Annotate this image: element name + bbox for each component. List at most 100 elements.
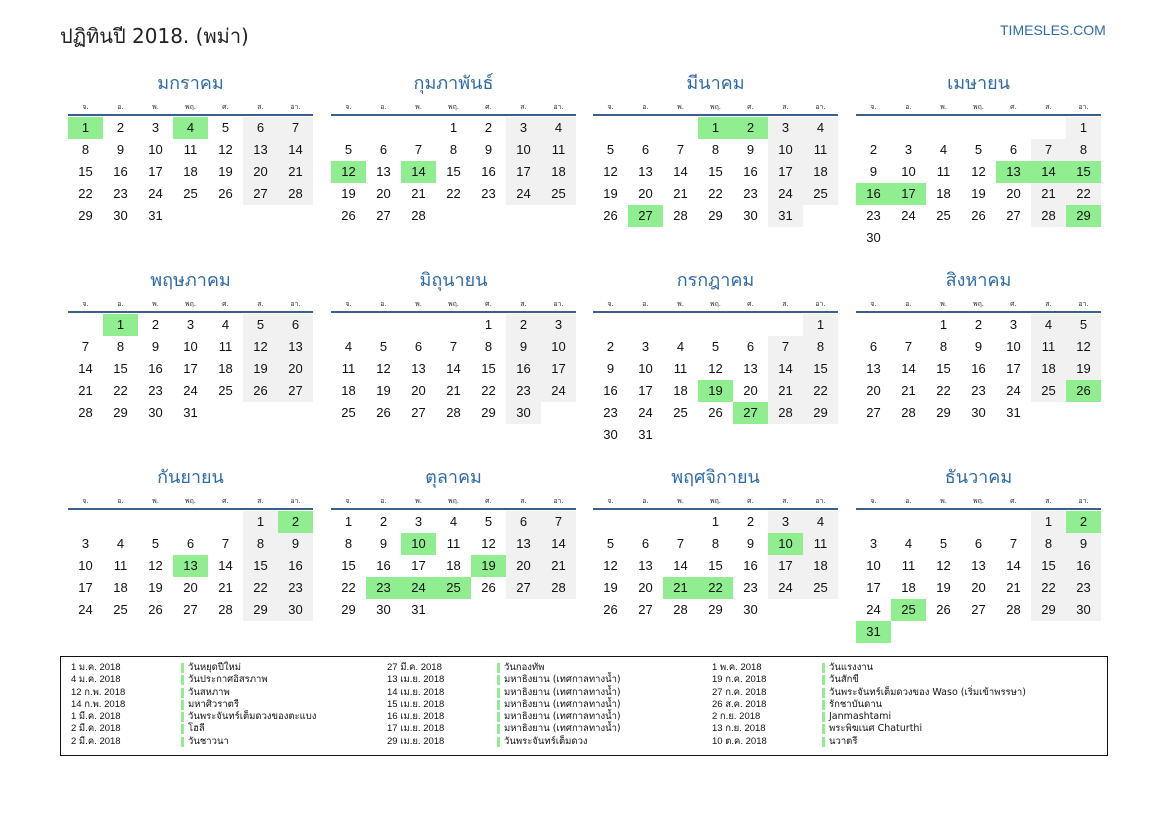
weekday-label: ศ.: [747, 103, 754, 111]
day-cell: 14: [278, 139, 313, 161]
holiday-day-cell: 25: [891, 599, 926, 621]
day-cell: 22: [243, 577, 278, 599]
weekday-label: อ.: [642, 103, 649, 111]
weekday-label: จ.: [607, 497, 614, 505]
month-name: พฤศจิกายน: [671, 467, 760, 488]
day-cell: 4: [541, 117, 576, 139]
day-cell: 16: [603, 383, 618, 398]
holiday-row: 29 เม.ย. 2018 วันพระจันทร์เต็มดวง: [387, 736, 621, 748]
day-cell: 9: [974, 339, 983, 354]
day-cell: 17: [541, 358, 576, 380]
empty-cell: [436, 314, 471, 336]
site-link[interactable]: TIMESLES.COM: [1000, 22, 1106, 38]
day-cell: 24: [541, 380, 576, 402]
day-cell: 26: [376, 405, 391, 420]
weekday-label: พฤ.: [184, 497, 197, 505]
weekday-label: พฤ.: [447, 103, 460, 111]
holiday-name: มหาธิงยาน (เทศกาลทางน้ำ): [504, 674, 621, 686]
day-cell: 12: [1066, 336, 1101, 358]
weekday-label: พฤ.: [709, 497, 722, 505]
day-cell: 6: [186, 536, 195, 551]
day-cell: 14: [768, 358, 803, 380]
day-cell: 28: [541, 577, 576, 599]
day-cell: 18: [113, 580, 128, 595]
day-cell: 12: [148, 558, 163, 573]
day-cell: 20: [743, 383, 758, 398]
holiday-name: มหาธิงยาน (เทศกาลทางน้ำ): [504, 711, 621, 723]
day-cell: 10: [541, 336, 576, 358]
day-cell: 29: [481, 405, 496, 420]
day-cell: 24: [183, 383, 198, 398]
day-cell: 16: [278, 555, 313, 577]
day-cell: 19: [971, 186, 986, 201]
day-cell: 27: [278, 380, 313, 402]
weekday-header: จ. อ. พ. พฤ. ศ. ส. อา.: [593, 494, 838, 508]
day-cell: 25: [341, 405, 356, 420]
day-cell: 26: [936, 602, 951, 617]
day-cell: 15: [243, 555, 278, 577]
empty-cell: [138, 511, 173, 533]
weekday-label: จ.: [82, 103, 89, 111]
day-cell: 24: [768, 183, 803, 205]
day-cell: 4: [803, 511, 838, 533]
holiday-day-cell: 1: [103, 314, 138, 336]
day-cell: 27: [506, 577, 541, 599]
day-cell: 17: [148, 164, 163, 179]
holiday-day-cell: 13: [173, 555, 208, 577]
weekday-label: พฤ.: [972, 103, 985, 111]
month-calendar: มกราคม จ. อ. พ. พฤ. ศ. ส. อา. 1 2 3 4 5 6 7 8 9 10 11 12 13 1…: [68, 72, 313, 227]
day-cell: 4: [221, 317, 230, 332]
day-cell: 18: [803, 555, 838, 577]
weekday-header: จ. อ. พ. พฤ. ศ. ส. อา.: [593, 297, 838, 311]
day-cell: 9: [278, 533, 313, 555]
day-cell: 26: [148, 602, 163, 617]
weekday-label: อา.: [815, 497, 826, 505]
holiday-name: วันประกาศอิสรภาพ: [188, 674, 268, 686]
weekday-label: ศ.: [222, 103, 229, 111]
day-cell: 11: [446, 536, 461, 551]
weekday-label: ศ.: [222, 497, 229, 505]
empty-cell: [663, 117, 698, 139]
holiday-row: 13 ก.ย. 2018 พระพิฆเนศ Chaturthi: [712, 723, 1026, 735]
weekday-label: ศ.: [1010, 300, 1017, 308]
day-cell: 15: [446, 164, 461, 179]
holiday-date: 2 มี.ค. 2018: [71, 735, 121, 747]
day-cell: 1: [939, 317, 948, 332]
day-cell: 7: [1031, 139, 1066, 161]
empty-cell: [961, 511, 996, 533]
day-cell: 22: [803, 380, 838, 402]
empty-cell: [68, 314, 103, 336]
day-cell: 10: [638, 361, 653, 376]
day-cell: 11: [936, 164, 951, 179]
empty-cell: [331, 314, 366, 336]
holiday-marker: [822, 687, 825, 698]
day-cell: 8: [1066, 139, 1101, 161]
weekday-label: ส.: [257, 103, 264, 111]
holiday-day-cell: 1: [68, 117, 103, 139]
day-cell: 30: [603, 427, 618, 442]
weekday-label: อ.: [905, 300, 912, 308]
empty-cell: [593, 117, 628, 139]
day-cell: 31: [183, 405, 198, 420]
holiday-date: 27 มี.ค. 2018: [387, 662, 442, 673]
header-rule: [68, 311, 313, 313]
empty-cell: [173, 511, 208, 533]
day-cell: 30: [506, 402, 541, 424]
day-cell: 21: [901, 383, 916, 398]
holiday-row: 14 ก.พ. 2018 มหาศิวราตรี: [71, 699, 316, 711]
holiday-marker: [181, 663, 184, 673]
day-cell: 28: [411, 208, 426, 223]
day-cell: 21: [446, 383, 461, 398]
weekday-label: อ.: [117, 103, 124, 111]
day-cell: 15: [113, 361, 128, 376]
day-cell: 27: [1006, 208, 1021, 223]
day-cell: 11: [541, 139, 576, 161]
weekday-label: ศ.: [485, 300, 492, 308]
day-cell: 31: [1006, 405, 1021, 420]
weekday-label: อา.: [1078, 497, 1089, 505]
holiday-day-cell: 14: [401, 161, 436, 183]
day-cell: 5: [711, 339, 720, 354]
holiday-row: 1 พ.ค. 2018 วันแรงงาน: [712, 662, 1026, 674]
day-cell: 27: [638, 602, 653, 617]
day-cell: 23: [743, 186, 758, 201]
